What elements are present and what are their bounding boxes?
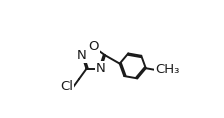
- Text: N: N: [96, 62, 106, 75]
- Text: N: N: [77, 49, 87, 62]
- Text: Cl: Cl: [60, 80, 74, 93]
- Text: O: O: [88, 40, 99, 53]
- Text: CH₃: CH₃: [155, 63, 179, 76]
